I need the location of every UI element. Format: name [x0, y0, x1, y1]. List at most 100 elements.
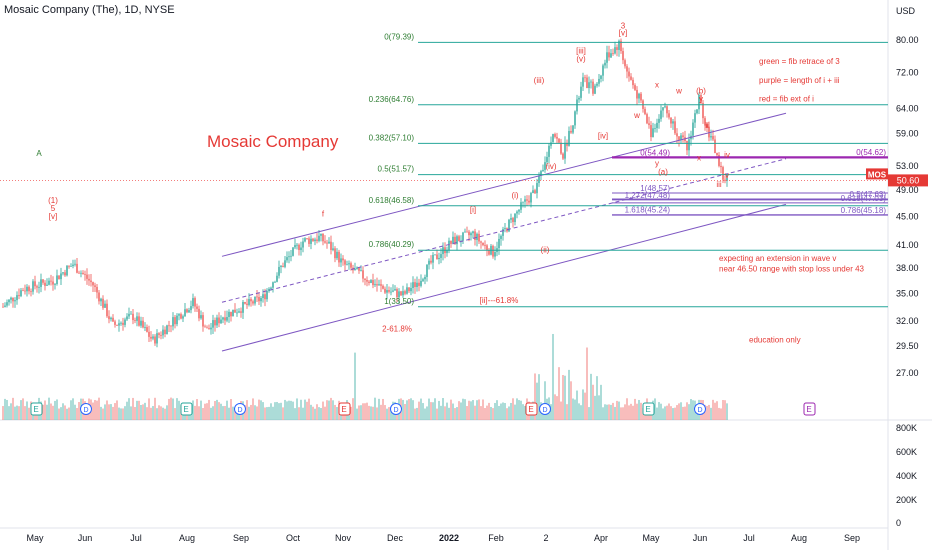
candle-body — [166, 325, 168, 335]
volume-bar — [110, 404, 112, 420]
volume-bar — [250, 404, 252, 420]
candle-body — [428, 260, 430, 265]
candle-body — [542, 169, 544, 172]
candle-body — [92, 282, 94, 286]
volume-bar — [718, 407, 720, 420]
volume-bar — [472, 400, 474, 420]
volume-bar — [436, 408, 438, 420]
candle-body — [90, 280, 92, 283]
volume-bar — [624, 404, 626, 420]
volume-bar — [378, 398, 380, 420]
candle-body — [592, 81, 594, 94]
volume-bar — [402, 399, 404, 420]
volume-bar — [554, 394, 556, 420]
volume-bar — [614, 406, 616, 420]
volume-bar — [372, 406, 374, 420]
candle-body — [464, 231, 466, 233]
wave-label: [v] — [619, 28, 627, 37]
volume-bar — [362, 403, 364, 420]
x-tick-label: Jun — [78, 533, 93, 543]
volume-bar — [712, 399, 714, 420]
candle-body — [430, 260, 432, 263]
volume-bar — [300, 399, 302, 420]
candle-body — [500, 235, 502, 239]
volume-bar — [222, 406, 224, 420]
volume-bar — [598, 395, 600, 420]
fib-green-label: 0.618(46.58) — [369, 196, 415, 205]
volume-bar — [358, 405, 360, 420]
candle-body — [184, 309, 186, 317]
x-tick-label: Dec — [387, 533, 404, 543]
volume-bar — [70, 400, 72, 420]
candle-body — [552, 134, 554, 143]
volume-bar — [556, 396, 558, 420]
candle-body — [342, 258, 344, 261]
candle-body — [278, 266, 280, 276]
earnings-marker — [180, 402, 193, 416]
fib-right-label: 0.5(47.63) — [850, 190, 887, 199]
volume-bar — [612, 402, 614, 420]
volume-bar — [366, 402, 368, 420]
candle-body — [434, 254, 436, 256]
candle-body — [524, 199, 526, 202]
candle-body — [536, 183, 538, 194]
candle-body — [198, 308, 200, 319]
x-tick-label: Nov — [335, 533, 352, 543]
candle-body — [212, 320, 214, 328]
candle-body — [332, 248, 334, 250]
candle-body — [146, 327, 148, 332]
volume-bar — [146, 407, 148, 420]
fib-green-label: 0(79.39) — [384, 32, 414, 41]
candle-body — [156, 333, 158, 344]
candle-body — [512, 218, 514, 223]
candle-body — [320, 233, 322, 236]
volume-bar — [572, 398, 574, 420]
volume-tick-label: 400K — [896, 471, 917, 481]
earnings-marker-label: E — [183, 405, 188, 414]
volume-bar — [584, 392, 586, 420]
volume-bar — [476, 400, 478, 420]
volume-bar — [280, 402, 282, 420]
wave-label: (1) — [48, 196, 58, 205]
x-tick-label: Sep — [844, 533, 860, 543]
volume-bar — [288, 400, 290, 420]
candle-body — [354, 268, 356, 271]
volume-bar — [304, 399, 306, 420]
volume-bar — [496, 400, 498, 420]
volume-bar — [154, 397, 156, 420]
volume-bar — [230, 399, 232, 420]
volume-bar — [286, 401, 288, 420]
candle-body — [578, 97, 580, 100]
candle-body — [454, 236, 456, 245]
candle-body — [620, 40, 622, 52]
volume-bar — [78, 402, 80, 420]
volume-bar — [408, 399, 410, 420]
candle-body — [400, 291, 402, 296]
candle-body — [698, 94, 700, 110]
candle-body — [46, 284, 48, 286]
candle-body — [228, 311, 230, 318]
candle-body — [538, 175, 540, 184]
candle-body — [462, 232, 464, 241]
annotation-text: education only — [749, 336, 801, 345]
volume-bar — [692, 400, 694, 420]
volume-bar — [538, 374, 540, 420]
candle-body — [126, 316, 128, 320]
volume-bar — [522, 404, 524, 420]
candle-body — [358, 267, 360, 271]
candle-body — [474, 231, 476, 240]
candle-body — [356, 267, 358, 269]
candle-body — [502, 229, 504, 236]
candle-body — [712, 136, 714, 140]
dividend-marker — [80, 403, 92, 415]
candle-body — [708, 126, 710, 138]
volume-bar — [296, 398, 298, 420]
candle-body — [326, 242, 328, 244]
volume-bar — [264, 407, 266, 420]
candle-body — [546, 156, 548, 163]
candle-body — [74, 263, 76, 265]
volume-bar — [66, 408, 68, 420]
volume-bar — [214, 401, 216, 420]
candle-body — [118, 323, 120, 326]
